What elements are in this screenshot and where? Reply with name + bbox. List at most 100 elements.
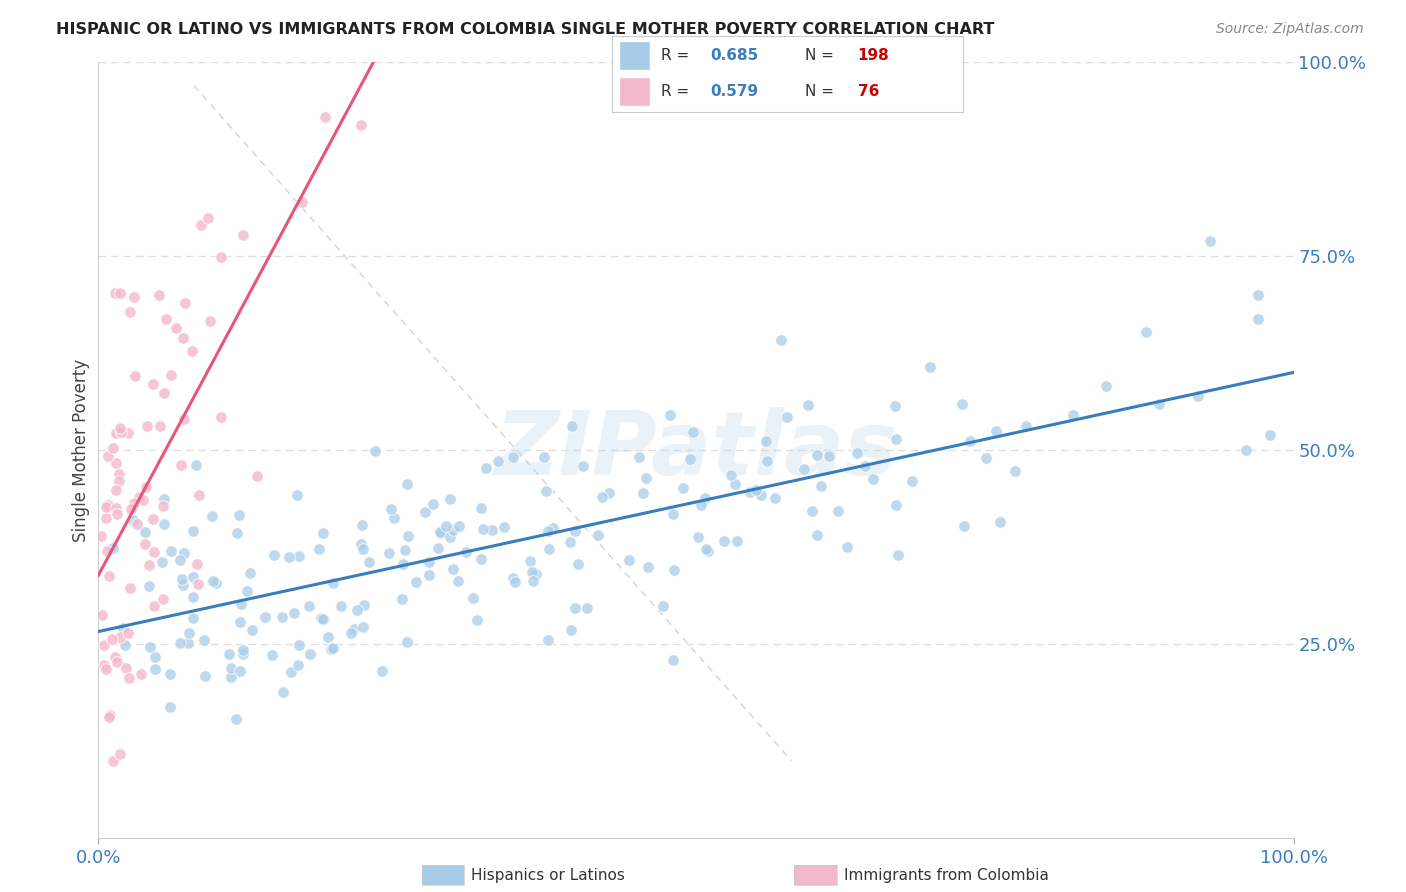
Point: [430, 525, 453, 540]
Point: [371, 664, 394, 678]
Point: [392, 557, 415, 571]
Point: [434, 519, 457, 533]
Point: [441, 562, 464, 576]
Point: [190, 218, 212, 232]
Point: [288, 638, 311, 652]
Point: [139, 640, 162, 655]
Point: [693, 491, 716, 505]
Point: [122, 496, 145, 510]
Point: [1015, 419, 1038, 434]
Point: [755, 454, 778, 468]
Point: [97, 449, 120, 463]
Point: [127, 516, 149, 531]
Point: [179, 625, 201, 640]
Text: 198: 198: [858, 48, 890, 63]
Text: Source: ZipAtlas.com: Source: ZipAtlas.com: [1216, 22, 1364, 37]
Point: [148, 287, 170, 301]
Text: Immigrants from Colombia: Immigrants from Colombia: [844, 868, 1049, 882]
Point: [297, 599, 319, 614]
Point: [110, 425, 132, 439]
Point: [537, 632, 560, 647]
Point: [311, 611, 333, 625]
Point: [339, 626, 361, 640]
Point: [441, 523, 464, 537]
Point: [152, 499, 174, 513]
Point: [651, 599, 673, 613]
Point: [96, 662, 118, 676]
Point: [519, 554, 541, 568]
Point: [481, 523, 503, 537]
Point: [357, 555, 380, 569]
Point: [536, 524, 558, 538]
Point: [763, 491, 786, 506]
Point: [118, 305, 141, 319]
Point: [1147, 397, 1170, 411]
Point: [312, 525, 335, 540]
Point: [143, 545, 166, 559]
Point: [103, 754, 125, 768]
Point: [280, 665, 302, 680]
Point: [283, 606, 305, 620]
Point: [395, 634, 418, 648]
Point: [138, 579, 160, 593]
Point: [396, 528, 419, 542]
Point: [122, 290, 145, 304]
Point: [352, 620, 374, 634]
Point: [591, 490, 613, 504]
Point: [253, 610, 276, 624]
Point: [104, 456, 127, 470]
Point: [1199, 234, 1222, 248]
Text: Hispanics or Latinos: Hispanics or Latinos: [471, 868, 624, 882]
Point: [986, 424, 1008, 438]
Point: [98, 569, 121, 583]
Point: [221, 670, 243, 684]
Point: [91, 607, 114, 622]
Point: [561, 419, 583, 434]
Point: [170, 458, 193, 473]
Point: [800, 503, 823, 517]
Point: [96, 500, 118, 515]
Point: [298, 647, 321, 661]
Point: [988, 515, 1011, 529]
Point: [122, 513, 145, 527]
Point: [93, 638, 115, 652]
Point: [350, 118, 373, 132]
Text: 0.685: 0.685: [710, 48, 758, 63]
Point: [209, 251, 232, 265]
Point: [225, 712, 247, 726]
Point: [1135, 326, 1157, 340]
Point: [806, 527, 828, 541]
Point: [884, 432, 907, 446]
Point: [522, 574, 544, 588]
Point: [101, 632, 124, 646]
Point: [465, 613, 488, 627]
Point: [232, 642, 254, 657]
Point: [1234, 443, 1257, 458]
Point: [350, 517, 373, 532]
Point: [105, 483, 128, 497]
Point: [659, 408, 682, 422]
Point: [439, 491, 461, 506]
Point: [204, 576, 226, 591]
Point: [104, 286, 127, 301]
Point: [959, 434, 981, 448]
Point: [679, 452, 702, 467]
Point: [845, 446, 868, 460]
Point: [308, 541, 330, 556]
Point: [953, 519, 976, 533]
Point: [173, 546, 195, 560]
Point: [576, 600, 599, 615]
Point: [291, 195, 314, 210]
Point: [155, 312, 177, 326]
Point: [141, 512, 163, 526]
Point: [696, 543, 718, 558]
Point: [461, 591, 484, 605]
Point: [104, 649, 127, 664]
Point: [239, 566, 262, 580]
Point: [142, 376, 165, 391]
Point: [170, 572, 193, 586]
Point: [662, 653, 685, 667]
Point: [672, 481, 695, 495]
Text: R =: R =: [661, 84, 695, 99]
Point: [105, 655, 128, 669]
